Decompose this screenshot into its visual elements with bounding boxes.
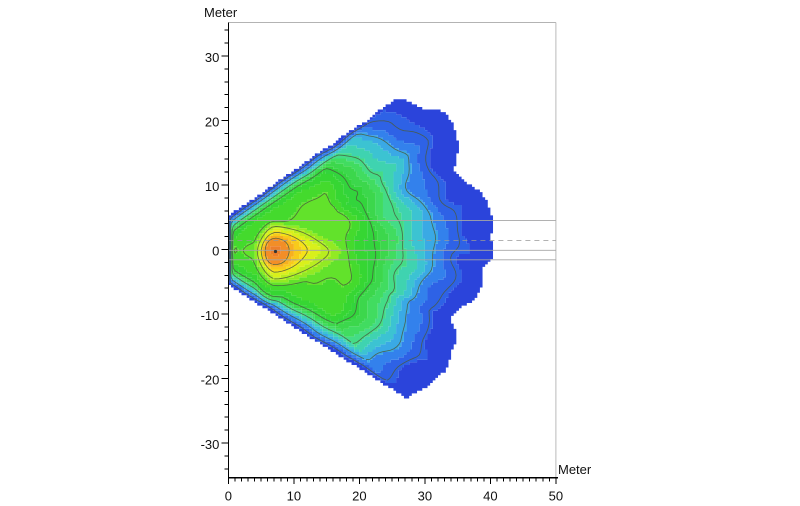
svg-text:10: 10 xyxy=(287,489,301,504)
svg-text:40: 40 xyxy=(483,489,497,504)
svg-text:30: 30 xyxy=(418,489,432,504)
svg-text:Meter: Meter xyxy=(204,5,238,20)
svg-text:20: 20 xyxy=(352,489,366,504)
svg-text:20: 20 xyxy=(205,115,219,130)
svg-text:Meter: Meter xyxy=(558,462,592,477)
svg-text:10: 10 xyxy=(205,179,219,194)
svg-text:30: 30 xyxy=(205,50,219,65)
svg-text:50: 50 xyxy=(549,489,563,504)
svg-text:0: 0 xyxy=(225,489,232,504)
svg-text:-30: -30 xyxy=(201,437,220,452)
svg-text:-10: -10 xyxy=(201,308,220,323)
svg-text:0: 0 xyxy=(212,244,219,259)
svg-text:-20: -20 xyxy=(201,373,220,388)
